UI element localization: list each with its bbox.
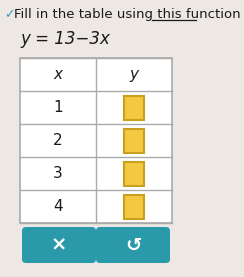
Text: 2: 2 [53, 133, 63, 148]
Text: Fill in the table using this function rule.: Fill in the table using this function ru… [14, 8, 244, 21]
Text: ×: × [51, 235, 67, 255]
FancyBboxPatch shape [96, 227, 170, 263]
Text: ✓: ✓ [4, 8, 14, 21]
FancyBboxPatch shape [22, 227, 96, 263]
Text: 4: 4 [53, 199, 63, 214]
Bar [20, 58, 172, 223]
Bar [124, 96, 144, 119]
Bar [124, 129, 144, 153]
Text: y = 13−3x: y = 13−3x [20, 30, 110, 48]
Text: x: x [53, 67, 62, 82]
Text: ↺: ↺ [125, 235, 141, 255]
Text: 1: 1 [53, 100, 63, 115]
Bar [124, 161, 144, 186]
Text: y: y [130, 67, 139, 82]
Text: 3: 3 [53, 166, 63, 181]
Bar [124, 194, 144, 219]
